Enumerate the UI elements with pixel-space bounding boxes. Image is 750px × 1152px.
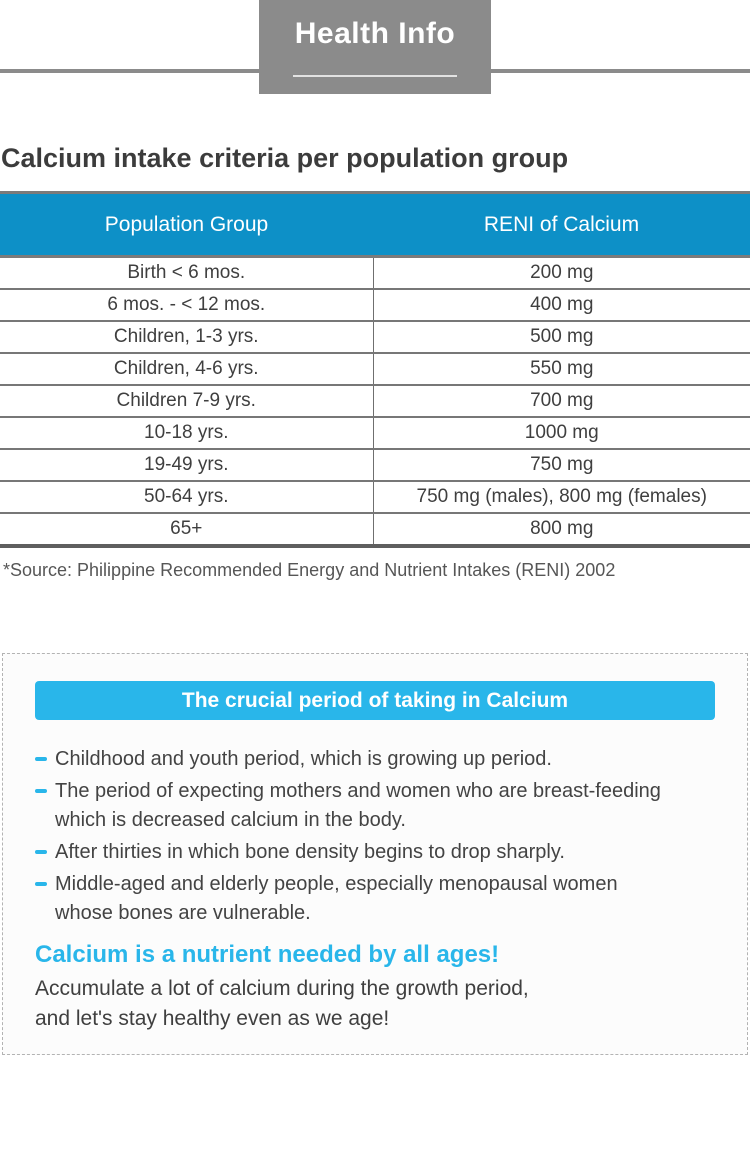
table-row: Birth < 6 mos. 200 mg [0, 256, 750, 290]
table-row: 50-64 yrs. 750 mg (males), 800 mg (femal… [0, 481, 750, 514]
reni-value-cell: 400 mg [373, 289, 750, 322]
info-box-banner: The crucial period of taking in Calcium [35, 681, 715, 720]
bullet-text: After thirties in which bone density beg… [55, 841, 565, 863]
bullet-text: Childhood and youth period, which is gro… [55, 748, 552, 770]
page-header: Health Info [0, 0, 750, 94]
population-group-cell: 6 mos. - < 12 mos. [0, 289, 374, 322]
info-box-heading: Calcium is a nutrient needed by all ages… [35, 941, 500, 968]
crucial-period-info-box: The crucial period of taking in Calcium … [2, 653, 748, 1055]
closing-text: Accumulate a lot of calcium during the g… [35, 977, 529, 1030]
reni-value-cell: 1000 mg [373, 417, 750, 450]
bullet-item: Childhood and youth period, which is gro… [35, 745, 715, 774]
dash-bullet-icon [35, 850, 47, 854]
population-group-cell: Birth < 6 mos. [0, 256, 374, 290]
table-row: 19-49 yrs. 750 mg [0, 449, 750, 482]
dash-bullet-icon [35, 757, 47, 761]
population-group-cell: 50-64 yrs. [0, 481, 374, 514]
dash-bullet-icon [35, 882, 47, 886]
header-title-plate: Health Info [259, 0, 491, 94]
calcium-intake-table: Population Group RENI of Calcium Birth <… [0, 191, 750, 548]
table-row: 10-18 yrs. 1000 mg [0, 417, 750, 450]
reni-value-cell: 750 mg [373, 449, 750, 482]
reni-value-cell: 200 mg [373, 256, 750, 290]
population-group-cell: 19-49 yrs. [0, 449, 374, 482]
population-group-cell: 10-18 yrs. [0, 417, 374, 450]
table-row: 6 mos. - < 12 mos. 400 mg [0, 289, 750, 322]
table-header: Population Group RENI of Calcium [0, 192, 750, 258]
reni-value-cell: 800 mg [530, 518, 594, 539]
reni-value-cell: 700 mg [373, 385, 750, 418]
bullet-list: Childhood and youth period, which is gro… [35, 745, 715, 928]
bullet-item: The period of expecting mothers and wome… [35, 777, 715, 835]
source-note: *Source: Philippine Recommended Energy a… [3, 560, 616, 580]
reni-value-cell: 750 mg (males), 800 mg (females) [373, 481, 750, 514]
app-title: Health Info [294, 17, 456, 50]
table-row: Children 7-9 yrs. 700 mg [0, 385, 750, 418]
population-group-cell: Children 7-9 yrs. [0, 385, 374, 418]
population-group-cell: Children, 4-6 yrs. [0, 353, 374, 386]
reni-value-cell: 550 mg [373, 353, 750, 386]
table-row: Children, 1-3 yrs. 500 mg [0, 321, 750, 354]
dash-bullet-icon [35, 789, 47, 793]
column-header-population-group: Population Group [0, 192, 373, 258]
bullet-item: Middle-aged and elderly people, especial… [35, 870, 715, 928]
title-underline [293, 75, 457, 77]
table-row: 65+ 800 mg [0, 513, 750, 546]
population-group-cell: 65+ [0, 513, 374, 546]
section-title: Calcium intake criteria per population g… [1, 143, 569, 173]
bullet-item: After thirties in which bone density beg… [35, 838, 715, 867]
bullet-text: Middle-aged and elderly people, especial… [55, 873, 618, 924]
bullet-text: The period of expecting mothers and wome… [55, 780, 661, 831]
table-body: Birth < 6 mos. 200 mg 6 mos. - < 12 mos.… [0, 256, 750, 546]
population-group-cell: Children, 1-3 yrs. [0, 321, 374, 354]
column-header-reni-of-calcium: RENI of Calcium [373, 192, 750, 258]
reni-value-cell: 500 mg [373, 321, 750, 354]
table-row: Children, 4-6 yrs. 550 mg [0, 353, 750, 386]
